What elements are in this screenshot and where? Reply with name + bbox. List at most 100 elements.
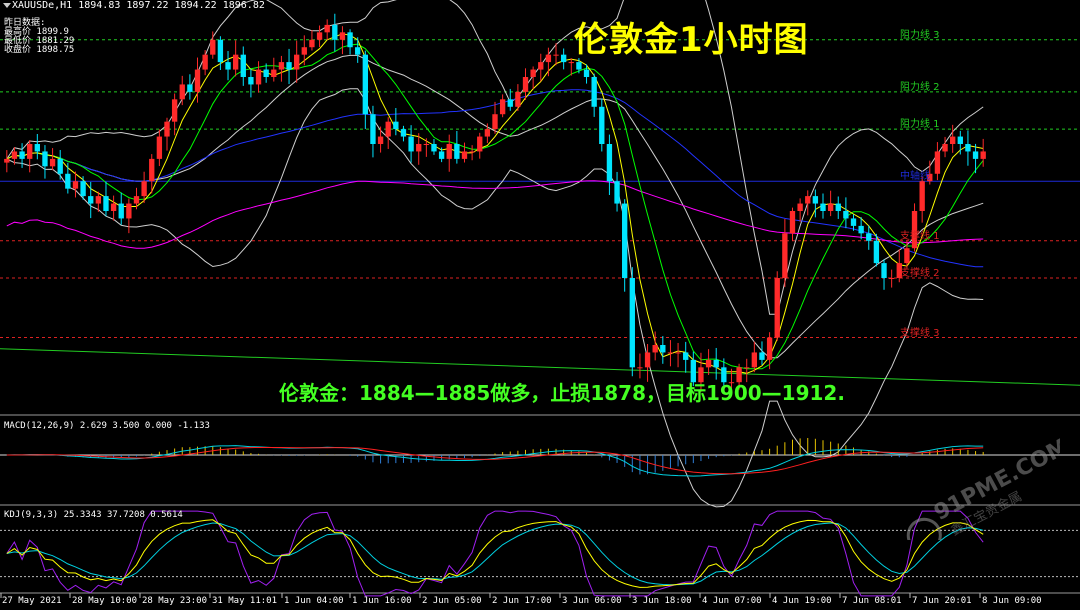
- candle-body: [751, 352, 758, 368]
- candle-body: [927, 173, 933, 182]
- x-tick-label: 3 Jun 18:00: [632, 596, 692, 606]
- candle-body: [667, 352, 674, 354]
- x-tick-label: 1 Jun 16:00: [352, 596, 412, 606]
- candle-body: [171, 99, 178, 122]
- ma-magenta-line: [6, 180, 984, 249]
- candle-body: [675, 352, 681, 354]
- trend-line: [0, 348, 1080, 386]
- candle-body: [622, 203, 628, 278]
- candle-body: [766, 337, 773, 360]
- candle-body: [187, 84, 193, 92]
- candle-body: [499, 99, 506, 115]
- candle-body: [88, 196, 94, 204]
- candle-body: [515, 91, 521, 107]
- candle-body: [713, 359, 719, 368]
- macd-dea-line: [6, 447, 984, 475]
- candle-body: [438, 151, 445, 159]
- menu-arrow-icon[interactable]: [3, 3, 11, 8]
- candle-body: [820, 203, 826, 211]
- candle-body: [80, 181, 86, 197]
- level-label: 支撑线 3: [900, 327, 940, 339]
- candle-body: [797, 203, 803, 211]
- candle-body: [408, 136, 414, 152]
- candle-body: [629, 278, 635, 368]
- candle-body: [560, 54, 567, 63]
- candle-body: [858, 225, 864, 234]
- candle-body: [141, 181, 147, 197]
- candle-body: [484, 129, 491, 137]
- candle-body: [423, 144, 430, 145]
- x-tick-label: 27 May 2021: [2, 596, 62, 606]
- candle-body: [156, 136, 163, 159]
- candle-body: [393, 121, 399, 130]
- candle-body: [65, 173, 71, 189]
- prev-high: 最高价 1899.9: [4, 27, 69, 37]
- candle-body: [103, 196, 109, 211]
- candle-body: [362, 54, 368, 115]
- candle-body: [980, 151, 986, 159]
- macd-header: MACD(12,26,9) 2.629 3.500 0.000 -1.133: [4, 421, 210, 431]
- candle-body: [835, 203, 841, 211]
- candle-body: [263, 69, 269, 77]
- kdj-d-line: [6, 522, 984, 586]
- candle-body: [660, 345, 666, 353]
- level-label: 支撑线 2: [900, 268, 940, 279]
- candle-body: [324, 24, 330, 33]
- candle-body: [782, 233, 788, 278]
- candle-body: [690, 359, 696, 383]
- candle-body: [355, 47, 361, 55]
- candle-body: [652, 345, 658, 353]
- candle-body: [644, 352, 651, 368]
- candle-body: [133, 196, 140, 204]
- candle-body: [545, 54, 552, 63]
- candle-body: [49, 158, 56, 167]
- bollinger-upper: [6, 0, 984, 315]
- candle-body: [416, 144, 422, 152]
- candle-body: [843, 211, 849, 219]
- candle-body: [576, 62, 582, 70]
- x-tick-label: 7 Jun 08:01: [842, 596, 902, 606]
- candle-body: [309, 39, 315, 48]
- candle-body: [721, 367, 727, 383]
- x-tick-label: 4 Jun 07:00: [702, 596, 762, 606]
- candle-body: [469, 151, 475, 153]
- candle-body: [332, 24, 338, 40]
- candle-body: [614, 181, 620, 204]
- x-tick-label: 4 Jun 19:00: [772, 596, 832, 606]
- bollinger-lower: [6, 88, 984, 508]
- candle-body: [248, 77, 254, 85]
- candle-body: [522, 77, 529, 92]
- kdj-j-line: [6, 510, 984, 597]
- candle-body: [202, 54, 208, 70]
- candle-body: [759, 352, 765, 360]
- prev-data-label: 昨日数据:: [4, 18, 46, 28]
- candle-body: [683, 352, 689, 360]
- x-tick-label: 7 Jun 20:01: [912, 596, 972, 606]
- x-tick-label: 1 Jun 04:00: [284, 596, 344, 606]
- candle-body: [271, 69, 277, 77]
- kdj-k-line: [6, 519, 984, 588]
- candle-body: [637, 367, 643, 369]
- candle-body: [255, 69, 262, 85]
- candle-body: [149, 158, 155, 182]
- candle-body: [118, 203, 124, 219]
- candle-body: [736, 367, 742, 383]
- candle-body: [538, 62, 544, 70]
- candle-body: [744, 367, 750, 369]
- candle-body: [705, 359, 712, 368]
- candle-body: [34, 144, 40, 152]
- x-tick-label: 28 May 10:00: [72, 596, 138, 606]
- candle-body: [446, 144, 452, 159]
- candle-body: [583, 69, 590, 77]
- prev-low: 最低价 1881.29: [4, 36, 75, 46]
- level-label: 支撑线 1: [900, 230, 940, 242]
- candle-body: [57, 158, 63, 174]
- candle-body: [866, 233, 872, 241]
- candle-body: [278, 62, 285, 70]
- candle-body: [591, 77, 597, 107]
- candle-body: [42, 151, 48, 167]
- candle-body: [11, 151, 18, 159]
- candle-body: [95, 196, 102, 204]
- candle-body: [27, 144, 33, 159]
